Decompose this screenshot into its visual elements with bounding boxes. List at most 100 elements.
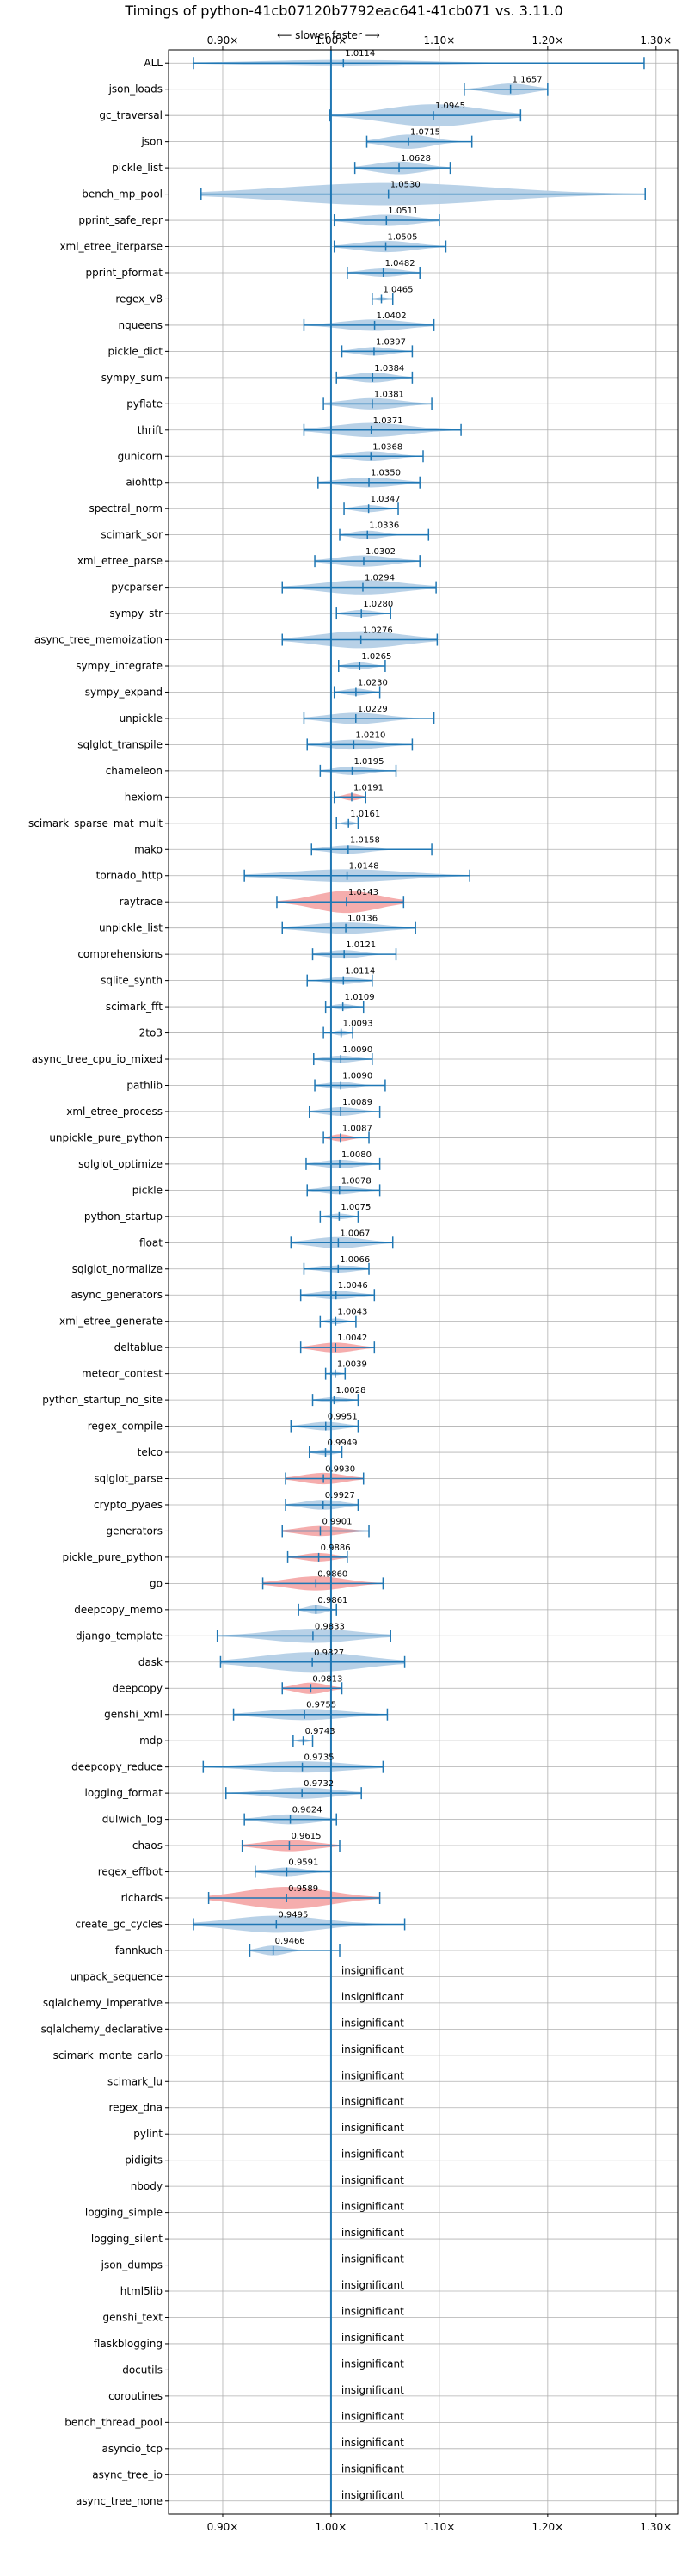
value-label: 1.0945 — [435, 102, 465, 111]
value-label: 1.0265 — [361, 652, 391, 662]
direction-label: ⟵ slower faster ⟶ — [277, 29, 380, 41]
x-tick-label-top: 1.10× — [424, 34, 456, 46]
benchmark-label: coroutines — [108, 2390, 163, 2402]
insignificant-label: insignificant — [341, 2069, 404, 2081]
benchmark-label: pycparser — [111, 582, 163, 594]
value-label: 1.0039 — [337, 1360, 367, 1370]
value-label: 1.1657 — [513, 76, 543, 85]
benchmark-label: xml_etree_parse — [77, 555, 163, 567]
value-label: 1.0628 — [401, 154, 431, 163]
benchmark-label: fannkuch — [115, 1944, 163, 1957]
benchmark-label: flaskblogging — [94, 2338, 163, 2350]
value-label: 0.9495 — [278, 1910, 308, 1920]
benchmark-label: telco — [138, 1446, 163, 1458]
benchmark-label: thrift — [138, 424, 163, 436]
value-label: 1.0191 — [353, 783, 384, 792]
benchmark-label: python_startup_no_site — [42, 1394, 163, 1406]
value-label: 0.9743 — [305, 1727, 335, 1736]
benchmark-label: float — [139, 1236, 163, 1248]
benchmark-label: async_generators — [71, 1289, 163, 1301]
benchmark-label: gunicorn — [118, 450, 163, 462]
benchmark-label: docutils — [122, 2363, 163, 2376]
value-label: 1.0302 — [366, 547, 396, 557]
benchmark-label: django_template — [76, 1630, 163, 1642]
value-label: 0.9827 — [314, 1649, 344, 1658]
benchmark-label: tornado_http — [96, 870, 163, 882]
insignificant-label: insignificant — [341, 2201, 404, 2213]
value-label: 1.0121 — [346, 940, 376, 950]
benchmark-label: xml_etree_generate — [59, 1316, 163, 1328]
benchmark-label: bench_mp_pool — [82, 188, 163, 200]
benchmark-label: mdp — [139, 1735, 163, 1747]
benchmark-label: deepcopy_memo — [74, 1604, 163, 1616]
value-label: 1.0090 — [342, 1045, 372, 1055]
value-label: 0.9901 — [322, 1517, 352, 1526]
benchmark-label: deepcopy — [112, 1682, 163, 1694]
x-axis: 0.90× 0.90× 1.00× 1.00× 1.10× 1.10× 1.20× 1.20×… — [207, 34, 673, 2533]
insignificant-label: insignificant — [341, 2279, 404, 2291]
x-tick-label-top: 1.20× — [531, 34, 563, 46]
value-label: 0.9813 — [312, 1674, 342, 1684]
insignificant-label: insignificant — [341, 2017, 404, 2029]
value-label: 0.9833 — [315, 1622, 345, 1631]
benchmark-label: richards — [121, 1892, 163, 1904]
benchmark-label: pickle_dict — [108, 345, 163, 357]
insignificant-label: insignificant — [341, 1991, 404, 2003]
x-tick-label-bottom: 1.00× — [316, 2521, 347, 2533]
value-label: 1.0043 — [337, 1308, 367, 1317]
value-label: 1.0195 — [353, 757, 384, 767]
value-label: 0.9624 — [292, 1806, 322, 1815]
value-label: 1.0397 — [376, 337, 406, 347]
insignificant-label: insignificant — [341, 2227, 404, 2239]
benchmark-label: deltablue — [114, 1341, 163, 1353]
insignificant-label: insignificant — [341, 2096, 404, 2108]
value-label: 1.0090 — [342, 1071, 372, 1081]
benchmark-label: unpickle — [120, 712, 163, 724]
benchmark-label: async_tree_memoization — [34, 634, 163, 646]
value-label: 0.9860 — [317, 1569, 347, 1579]
value-label: 1.0089 — [342, 1098, 372, 1107]
value-label: 1.0109 — [345, 993, 375, 1002]
benchmark-label: crypto_pyaes — [94, 1499, 163, 1511]
benchmark-label: gc_traversal — [99, 109, 163, 121]
benchmark-label: sympy_expand — [85, 686, 163, 698]
value-label: 1.0230 — [358, 678, 388, 687]
benchmark-label: xml_etree_process — [66, 1106, 163, 1118]
value-label: 1.0093 — [343, 1020, 373, 1029]
insignificant-label: insignificant — [341, 2410, 404, 2422]
value-label: 1.0294 — [365, 574, 395, 583]
benchmark-label: logging_simple — [85, 2207, 163, 2219]
benchmark-label: regex_v8 — [115, 293, 163, 305]
grid — [169, 50, 678, 2514]
value-label: 0.9591 — [288, 1858, 318, 1868]
value-label: 1.0158 — [350, 835, 380, 845]
value-label: 1.0066 — [340, 1255, 370, 1265]
value-label: 1.0465 — [384, 285, 414, 294]
insignificant-label: insignificant — [341, 2043, 404, 2055]
benchmark-label: scimark_fft — [106, 1001, 163, 1013]
value-label: 1.0143 — [348, 888, 378, 897]
value-label: 1.0075 — [341, 1203, 371, 1212]
x-tick-label-bottom: 1.30× — [640, 2521, 672, 2533]
value-label: 0.9615 — [291, 1832, 321, 1841]
value-label: 0.9466 — [275, 1937, 305, 1946]
value-label: 0.9861 — [317, 1596, 347, 1605]
benchmark-label: spectral_norm — [89, 502, 163, 515]
value-label: 1.0511 — [388, 206, 418, 216]
benchmark-label: regex_dna — [108, 2102, 163, 2114]
value-label: 1.0381 — [374, 390, 404, 399]
benchmark-label: go — [150, 1577, 163, 1589]
x-tick-label-bottom: 1.20× — [531, 2521, 563, 2533]
insignificant-label: insignificant — [341, 2437, 404, 2449]
value-label: 1.0715 — [410, 128, 440, 138]
benchmark-label: regex_compile — [88, 1420, 163, 1433]
insignificant-label: insignificant — [341, 2148, 404, 2160]
benchmark-label: sympy_integrate — [76, 660, 163, 672]
value-label: 1.0350 — [371, 469, 401, 478]
insignificant-label: insignificant — [341, 2253, 404, 2265]
benchmark-label: async_tree_none — [76, 2495, 163, 2507]
benchmark-label: deepcopy_reduce — [71, 1761, 163, 1773]
